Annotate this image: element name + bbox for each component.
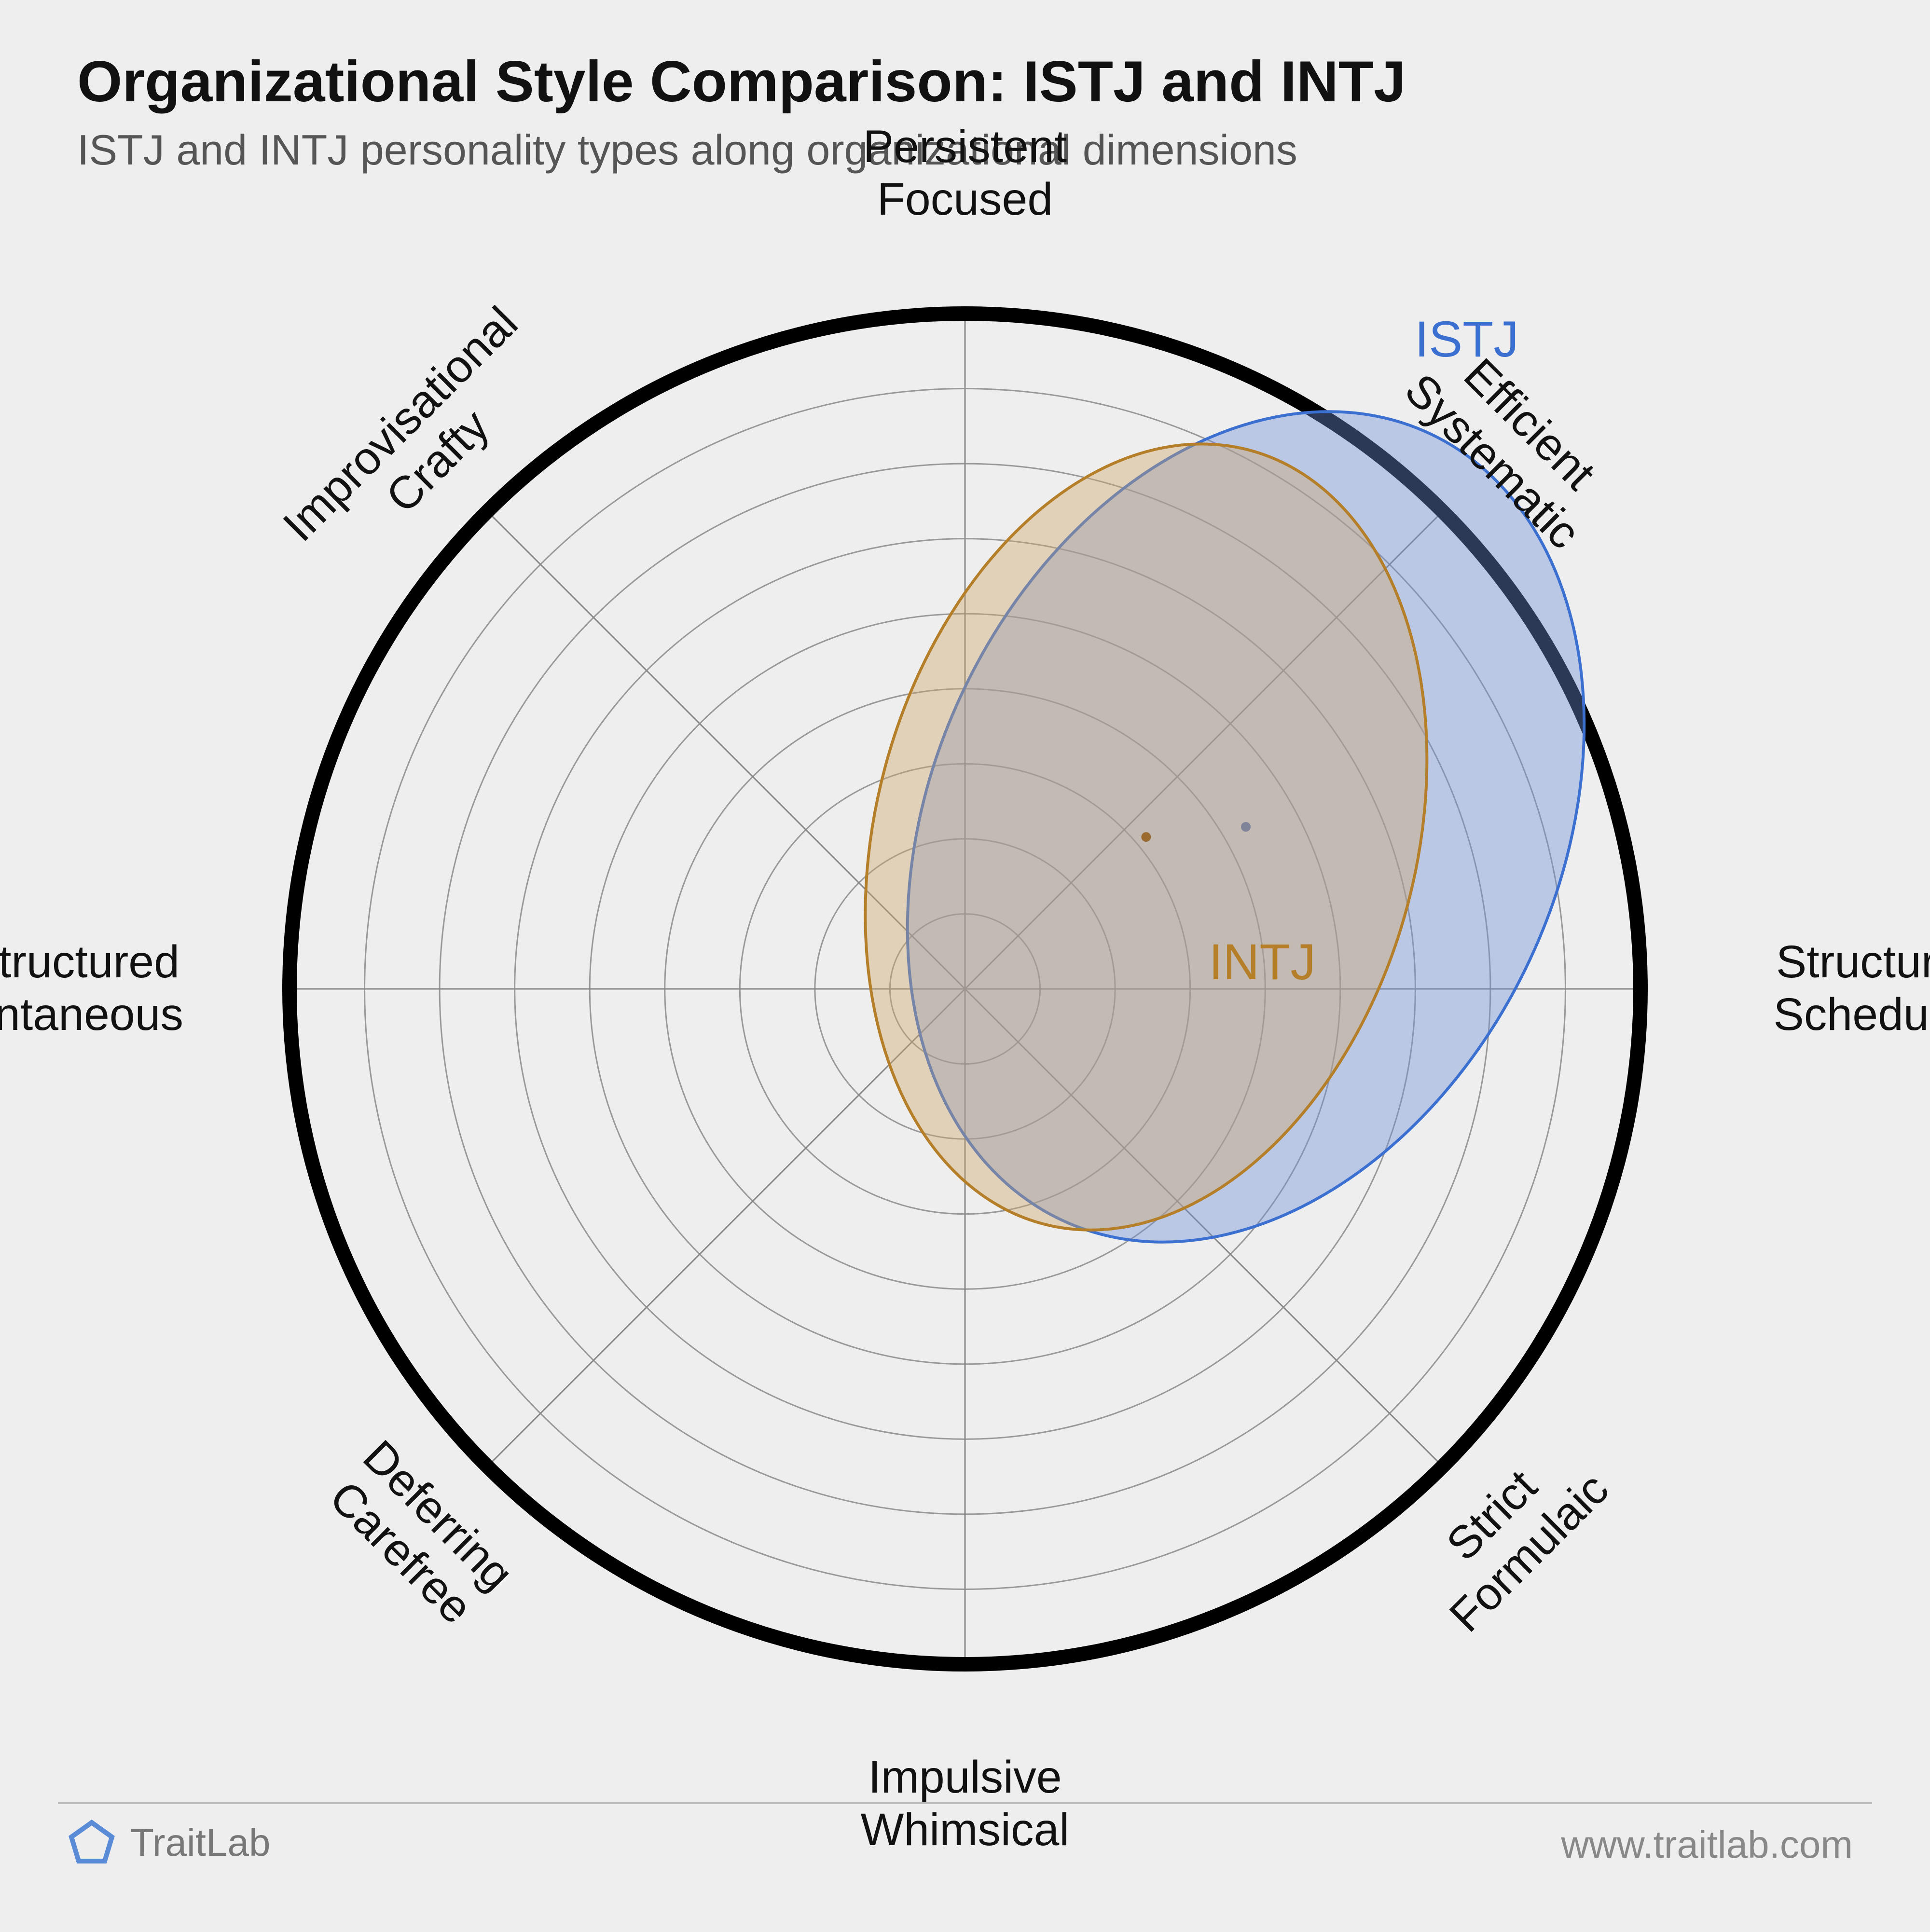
footer-brand-block: TraitLab [68,1819,271,1867]
chart-svg [0,0,1930,1930]
series-label-intj: INTJ [1209,933,1316,991]
series-label-istj: ISTJ [1415,311,1519,369]
axis-label: Structured Scheduled [1689,936,1930,1041]
brand-pentagon-icon [68,1819,116,1867]
axis-label: Unstructured Spontaneous [0,936,241,1041]
footer-url: www.traitlab.com [1561,1822,1853,1867]
series-center-intj [1141,832,1151,842]
page-root: { "header": { "title": "Organizational S… [0,0,1930,1930]
footer-divider [58,1802,1872,1804]
polar-chart [0,0,1930,1930]
axis-label: Persistent Focused [772,121,1158,226]
footer-brand-text: TraitLab [130,1821,271,1865]
